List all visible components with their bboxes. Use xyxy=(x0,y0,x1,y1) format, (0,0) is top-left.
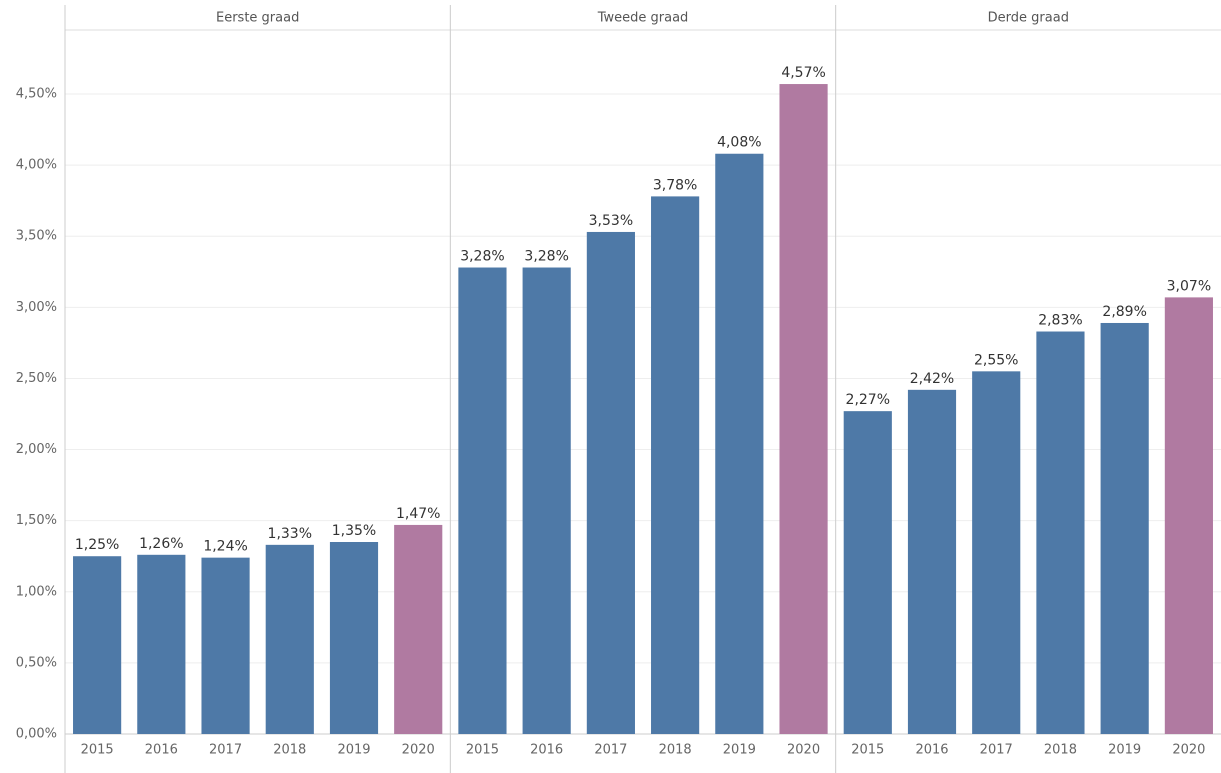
y-tick-label: 4,50% xyxy=(16,87,57,102)
y-tick-label: 0,00% xyxy=(16,727,57,742)
y-tick-label: 3,00% xyxy=(16,300,57,315)
x-tick-label: 2015 xyxy=(466,743,499,758)
value-label: 1,33% xyxy=(268,526,312,542)
y-tick-label: 2,00% xyxy=(16,442,57,457)
bar xyxy=(458,267,507,734)
bar xyxy=(522,267,571,734)
value-label: 1,25% xyxy=(75,537,119,553)
x-tick-label: 2016 xyxy=(530,743,563,758)
value-label: 3,07% xyxy=(1167,278,1211,294)
bar xyxy=(201,557,250,734)
y-tick-label: 2,50% xyxy=(16,371,57,386)
bar xyxy=(265,544,314,734)
panel-title: Eerste graad xyxy=(216,11,299,26)
value-label: 3,28% xyxy=(460,249,504,265)
value-label: 1,26% xyxy=(139,536,183,552)
value-label: 2,83% xyxy=(1038,313,1082,329)
value-label: 2,55% xyxy=(974,352,1018,368)
panel-title: Derde graad xyxy=(988,11,1069,26)
value-label: 4,57% xyxy=(781,65,825,81)
y-tick-label: 3,50% xyxy=(16,229,57,244)
bar xyxy=(972,371,1021,734)
value-label: 3,53% xyxy=(589,213,633,229)
y-tick-label: 0,50% xyxy=(16,655,57,670)
value-label: 3,28% xyxy=(524,249,568,265)
x-tick-label: 2018 xyxy=(273,743,306,758)
value-label: 1,35% xyxy=(332,523,376,539)
value-label: 3,78% xyxy=(653,177,697,193)
x-tick-label: 2018 xyxy=(1044,743,1077,758)
x-tick-label: 2019 xyxy=(1108,743,1141,758)
bar xyxy=(651,196,700,734)
x-tick-label: 2019 xyxy=(723,743,756,758)
value-label: 2,27% xyxy=(846,392,890,408)
value-label: 2,42% xyxy=(910,371,954,387)
x-tick-label: 2015 xyxy=(81,743,114,758)
bar xyxy=(329,542,379,734)
y-tick-label: 4,00% xyxy=(16,158,57,173)
y-tick-label: 1,00% xyxy=(16,584,57,599)
bar xyxy=(1164,297,1213,734)
bar xyxy=(779,84,828,735)
y-tick-label: 1,50% xyxy=(16,513,57,528)
x-tick-label: 2020 xyxy=(787,743,820,758)
bar xyxy=(1100,322,1149,734)
bar xyxy=(1036,331,1085,734)
x-tick-label: 2017 xyxy=(980,743,1013,758)
x-tick-label: 2020 xyxy=(402,743,435,758)
x-tick-label: 2016 xyxy=(915,743,948,758)
bar xyxy=(137,554,186,734)
bar xyxy=(715,153,764,734)
x-tick-label: 2017 xyxy=(209,743,242,758)
bar xyxy=(586,231,635,734)
x-tick-label: 2016 xyxy=(145,743,178,758)
value-label: 4,08% xyxy=(717,135,761,151)
x-tick-label: 2015 xyxy=(851,743,884,758)
bar xyxy=(73,556,122,734)
x-tick-label: 2017 xyxy=(594,743,627,758)
bar xyxy=(907,389,957,734)
bar xyxy=(843,411,892,734)
x-tick-label: 2019 xyxy=(337,743,370,758)
panel-title: Tweede graad xyxy=(597,11,689,26)
value-label: 1,24% xyxy=(203,539,247,555)
x-tick-label: 2018 xyxy=(659,743,692,758)
bar xyxy=(394,524,443,734)
x-tick-label: 2020 xyxy=(1172,743,1205,758)
value-label: 1,47% xyxy=(396,506,440,522)
value-label: 2,89% xyxy=(1102,304,1146,320)
